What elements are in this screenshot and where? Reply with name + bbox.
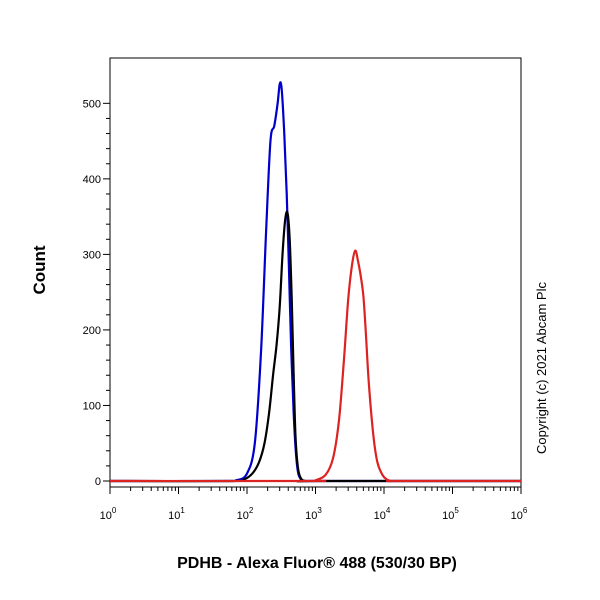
plot-frame <box>109 57 522 488</box>
x-axis-ticks: 100 101 102 103 104 105 106 <box>100 487 528 522</box>
x-tick-label: 106 <box>511 506 528 522</box>
y-axis-ticks: 0 100 200 300 400 500 <box>83 98 110 488</box>
x-axis-title: PDHB - Alexa Fluor® 488 (530/30 BP) <box>177 555 457 572</box>
x-tick-label: 100 <box>100 506 117 522</box>
x-tick-label: 101 <box>168 506 185 522</box>
x-tick-label: 102 <box>237 506 254 522</box>
series-line-2 <box>109 210 521 483</box>
copyright-annotation: Copyright (c) 2021 Abcam Plc <box>534 282 549 454</box>
y-tick-label: 500 <box>83 98 101 110</box>
y-tick-label: 300 <box>83 249 101 261</box>
series-layer <box>109 81 521 483</box>
series-line-1 <box>109 81 521 483</box>
x-tick-label: 104 <box>374 506 391 522</box>
x-tick-label: 103 <box>305 506 322 522</box>
series-line-3 <box>109 249 521 483</box>
y-tick-label: 100 <box>83 400 101 412</box>
y-axis-title: Count <box>30 245 49 294</box>
x-tick-label: 105 <box>442 506 459 522</box>
y-tick-label: 400 <box>83 174 101 186</box>
y-tick-label: 0 <box>95 476 101 488</box>
y-tick-label: 200 <box>83 325 101 337</box>
